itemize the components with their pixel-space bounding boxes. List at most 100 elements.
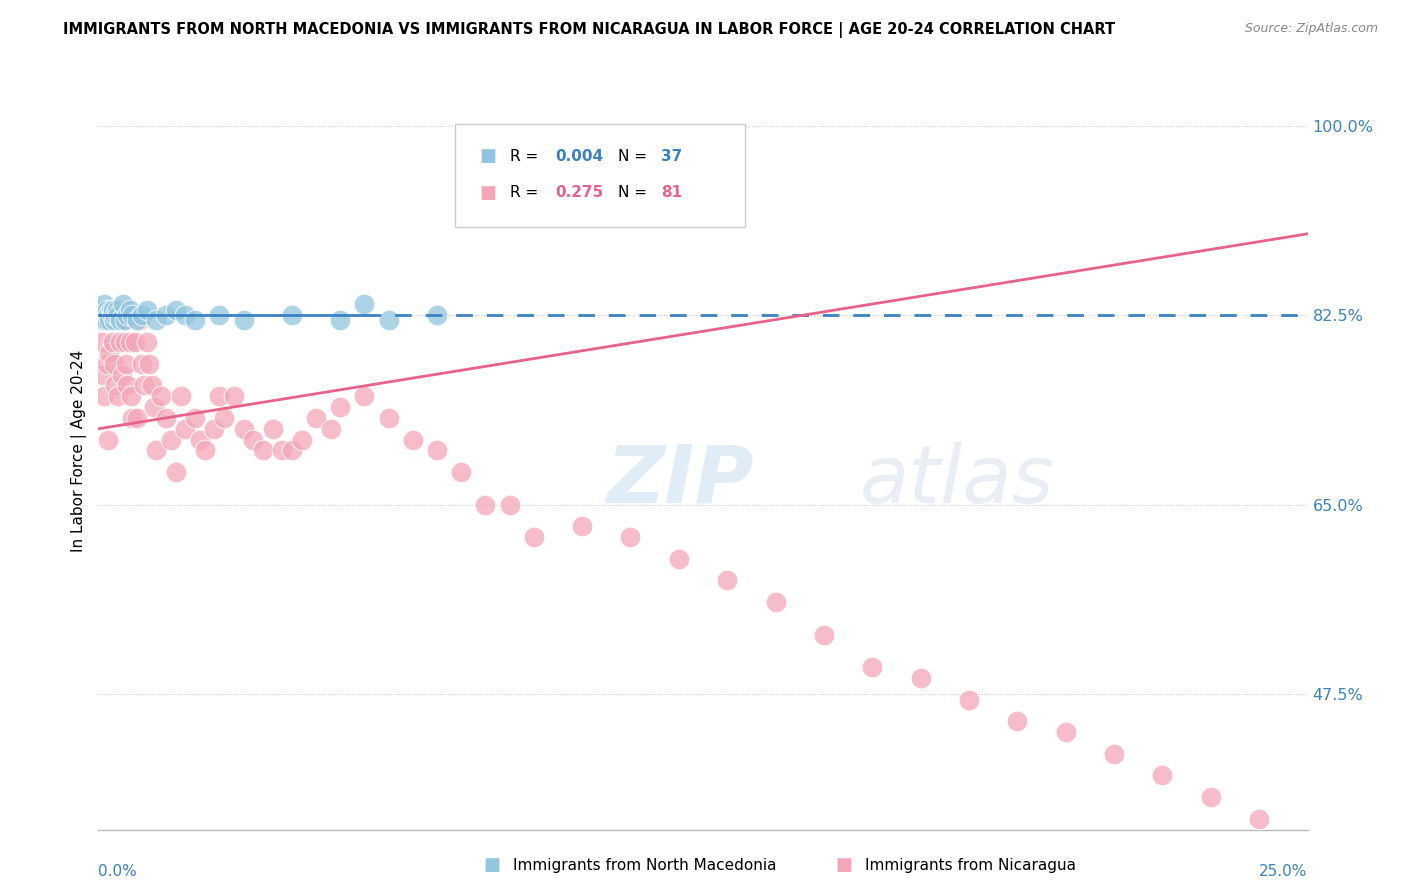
- Point: [150, 389, 173, 403]
- Point: [103, 357, 125, 371]
- Point: [204, 422, 226, 436]
- Point: [107, 302, 129, 317]
- Point: [329, 400, 352, 414]
- Point: [474, 498, 496, 512]
- Text: Immigrants from North Macedonia: Immigrants from North Macedonia: [513, 858, 776, 872]
- Point: [377, 411, 399, 425]
- Text: ■: ■: [484, 856, 501, 874]
- Point: [184, 411, 207, 425]
- Point: [91, 302, 114, 317]
- Point: [96, 313, 118, 327]
- Point: [94, 308, 117, 322]
- Text: ■: ■: [835, 856, 852, 874]
- Point: [668, 551, 690, 566]
- Point: [114, 313, 136, 327]
- Point: [127, 411, 149, 425]
- Point: [716, 574, 738, 588]
- Point: [90, 308, 112, 322]
- Point: [155, 308, 177, 322]
- Point: [426, 443, 449, 458]
- Point: [242, 433, 264, 447]
- Point: [141, 378, 163, 392]
- Text: R =: R =: [509, 149, 543, 164]
- Point: [94, 313, 117, 327]
- Point: [765, 595, 787, 609]
- Point: [101, 302, 124, 317]
- Point: [143, 400, 166, 414]
- Point: [1054, 725, 1077, 739]
- Text: IMMIGRANTS FROM NORTH MACEDONIA VS IMMIGRANTS FROM NICARAGUA IN LABOR FORCE | AG: IMMIGRANTS FROM NORTH MACEDONIA VS IMMIG…: [63, 22, 1115, 38]
- Point: [108, 335, 131, 350]
- Point: [96, 302, 118, 317]
- Point: [169, 389, 191, 403]
- Point: [101, 313, 124, 327]
- Point: [208, 389, 231, 403]
- Point: [93, 297, 115, 311]
- Point: [100, 302, 122, 317]
- Point: [910, 671, 932, 685]
- Point: [165, 465, 187, 479]
- Point: [98, 346, 121, 360]
- Point: [127, 313, 149, 327]
- Point: [319, 422, 342, 436]
- Point: [208, 308, 231, 322]
- Point: [145, 313, 167, 327]
- Point: [104, 378, 127, 392]
- Point: [281, 308, 304, 322]
- Text: 0.275: 0.275: [555, 186, 603, 200]
- Point: [426, 308, 449, 322]
- Point: [131, 308, 153, 322]
- Point: [212, 411, 235, 425]
- Point: [121, 411, 143, 425]
- Point: [232, 422, 254, 436]
- Text: 37: 37: [661, 149, 682, 164]
- Point: [117, 308, 139, 322]
- Text: ■: ■: [479, 147, 496, 165]
- Point: [91, 313, 114, 327]
- Point: [128, 313, 150, 327]
- Point: [124, 335, 146, 350]
- Point: [108, 313, 131, 327]
- Point: [98, 313, 121, 327]
- Point: [262, 422, 284, 436]
- Point: [498, 498, 520, 512]
- Point: [1102, 747, 1125, 761]
- Point: [105, 302, 128, 317]
- Point: [165, 302, 187, 317]
- Point: [114, 335, 136, 350]
- Point: [101, 335, 124, 350]
- Point: [184, 313, 207, 327]
- Point: [377, 313, 399, 327]
- Point: [135, 302, 157, 317]
- Text: 25.0%: 25.0%: [1260, 863, 1308, 879]
- Text: ZIP: ZIP: [606, 442, 754, 520]
- Text: N =: N =: [619, 149, 652, 164]
- Point: [104, 308, 127, 322]
- Text: N =: N =: [619, 186, 652, 200]
- Text: Source: ZipAtlas.com: Source: ZipAtlas.com: [1244, 22, 1378, 36]
- Text: 0.0%: 0.0%: [98, 863, 138, 879]
- Point: [252, 443, 274, 458]
- Point: [134, 378, 156, 392]
- Point: [131, 357, 153, 371]
- Point: [957, 692, 980, 706]
- Point: [1199, 790, 1222, 805]
- Point: [450, 465, 472, 479]
- Point: [118, 302, 141, 317]
- Point: [353, 297, 375, 311]
- FancyBboxPatch shape: [456, 124, 745, 227]
- Point: [281, 443, 304, 458]
- Point: [111, 297, 134, 311]
- Point: [101, 308, 124, 322]
- Point: [305, 411, 328, 425]
- Point: [121, 308, 143, 322]
- Point: [160, 433, 183, 447]
- Point: [120, 389, 142, 403]
- Point: [1249, 812, 1271, 826]
- Point: [91, 368, 114, 382]
- Point: [188, 433, 211, 447]
- Point: [117, 378, 139, 392]
- Point: [571, 519, 593, 533]
- Point: [118, 335, 141, 350]
- Point: [1007, 714, 1029, 729]
